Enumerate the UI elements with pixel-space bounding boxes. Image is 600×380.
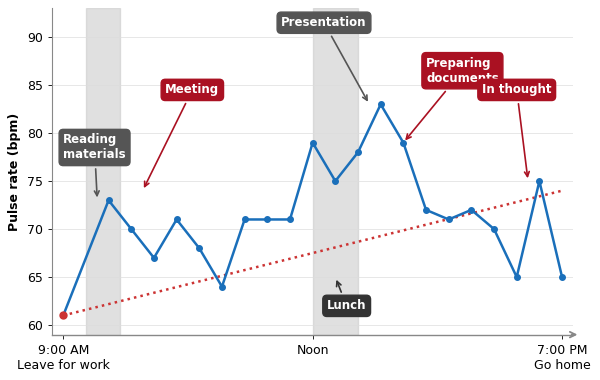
Text: Meeting: Meeting (145, 83, 220, 187)
Text: Presentation: Presentation (281, 16, 367, 100)
Text: Reading
materials: Reading materials (63, 133, 126, 196)
Text: Preparing
documents: Preparing documents (406, 57, 499, 139)
Text: In thought: In thought (482, 83, 551, 176)
Bar (86, 8, 120, 335)
Y-axis label: Pulse rate (bpm): Pulse rate (bpm) (8, 112, 22, 231)
Bar (313, 8, 358, 335)
Text: Lunch: Lunch (327, 281, 367, 312)
